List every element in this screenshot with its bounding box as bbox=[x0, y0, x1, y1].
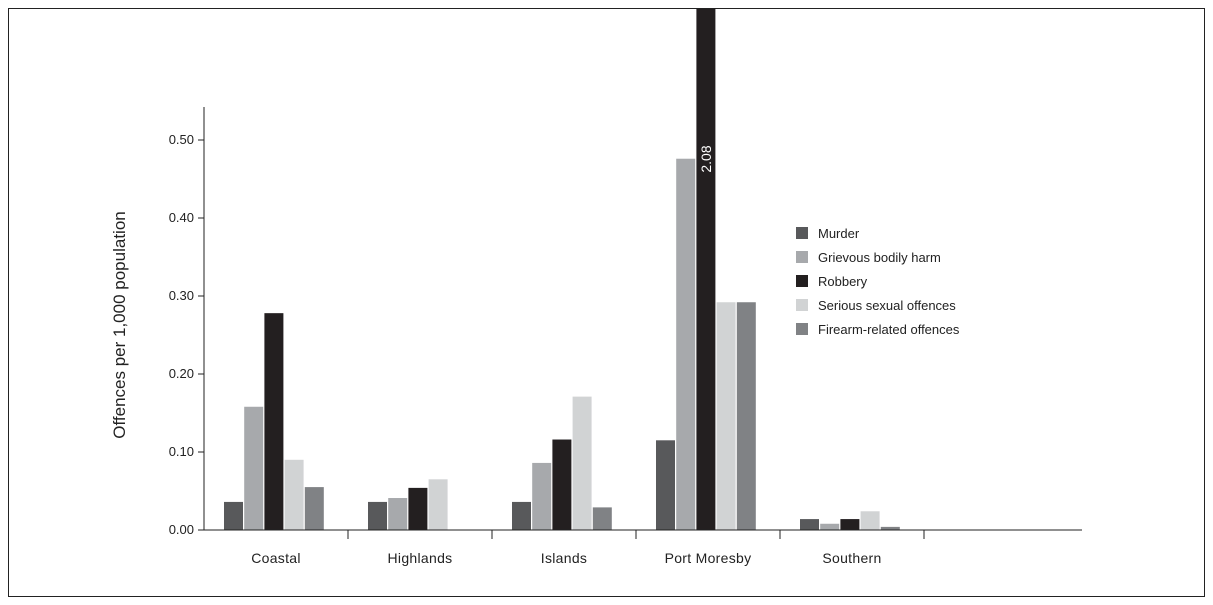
x-category-label: Highlands bbox=[388, 550, 453, 566]
bar-coastal-murder bbox=[224, 501, 243, 530]
x-category-label: Southern bbox=[822, 550, 881, 566]
legend-swatch bbox=[796, 227, 808, 239]
chart-frame: 0.00 0.10 0.20 0.30 0.40 0.50 Coastal Highlands… bbox=[8, 8, 1205, 597]
bar-islands-firearm-related-offences bbox=[592, 507, 612, 530]
bar-highlands-serious-sexual-offences bbox=[428, 479, 448, 530]
bar-port-moresby-murder bbox=[656, 440, 675, 530]
bar-port-moresby-firearm-related-offences bbox=[736, 302, 756, 530]
bar-southern-serious-sexual-offences bbox=[860, 511, 880, 530]
legend-label: Firearm-related offences bbox=[818, 322, 960, 337]
legend-swatch bbox=[796, 251, 808, 263]
bar-islands-grievous-bodily-harm bbox=[532, 462, 552, 530]
labels-layer: 2.08 bbox=[698, 145, 714, 172]
x-category-label: Port Moresby bbox=[665, 550, 752, 566]
bar-coastal-robbery bbox=[264, 313, 284, 530]
legend-swatch bbox=[796, 323, 808, 335]
y-tick-label: 0.40 bbox=[169, 210, 194, 225]
y-tick-label: 0.00 bbox=[169, 522, 194, 537]
y-tick-label: 0.50 bbox=[169, 132, 194, 147]
axes-layer: 0.00 0.10 0.20 0.30 0.40 0.50 Coastal Highlands… bbox=[110, 107, 1082, 566]
y-tick-label: 0.30 bbox=[169, 288, 194, 303]
legend-label: Robbery bbox=[818, 274, 868, 289]
bars-layer bbox=[224, 9, 900, 530]
bar-chart: 0.00 0.10 0.20 0.30 0.40 0.50 Coastal Highlands… bbox=[110, 9, 1082, 566]
bar-islands-serious-sexual-offences bbox=[572, 396, 592, 530]
bar-southern-grievous-bodily-harm bbox=[820, 523, 840, 530]
legend-label: Grievous bodily harm bbox=[818, 250, 941, 265]
bar-highlands-robbery bbox=[408, 487, 428, 530]
bar-islands-robbery bbox=[552, 439, 572, 530]
legend-swatch bbox=[796, 299, 808, 311]
x-category-label: Coastal bbox=[251, 550, 301, 566]
bar-highlands-murder bbox=[368, 501, 387, 530]
y-tick-label: 0.20 bbox=[169, 366, 194, 381]
data-label-port-moresby-robbery: 2.08 bbox=[698, 145, 714, 172]
legend-label: Serious sexual offences bbox=[818, 298, 956, 313]
bar-coastal-grievous-bodily-harm bbox=[244, 406, 264, 530]
bar-southern-murder bbox=[800, 519, 819, 530]
bar-port-moresby-robbery bbox=[696, 9, 716, 530]
y-tick-label: 0.10 bbox=[169, 444, 194, 459]
bar-southern-firearm-related-offences bbox=[880, 526, 900, 530]
bar-highlands-grievous-bodily-harm bbox=[388, 498, 408, 530]
legend: Murder Grievous bodily harm Robbery Serious… bbox=[796, 226, 960, 337]
x-category-label: Islands bbox=[541, 550, 587, 566]
bar-coastal-firearm-related-offences bbox=[304, 487, 324, 530]
legend-swatch bbox=[796, 275, 808, 287]
bar-islands-murder bbox=[512, 501, 531, 530]
bar-southern-robbery bbox=[840, 519, 860, 530]
bar-port-moresby-grievous-bodily-harm bbox=[676, 158, 696, 530]
y-axis-title: Offences per 1,000 population bbox=[110, 211, 129, 438]
bar-coastal-serious-sexual-offences bbox=[284, 459, 304, 530]
bar-port-moresby-serious-sexual-offences bbox=[716, 302, 736, 530]
legend-label: Murder bbox=[818, 226, 860, 241]
